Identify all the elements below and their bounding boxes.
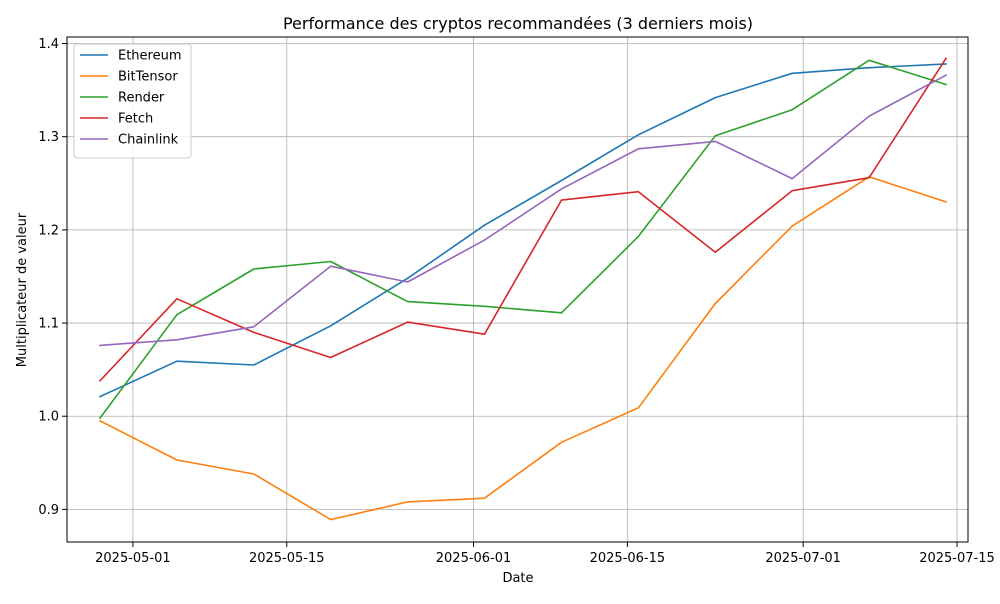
series-lines <box>98 57 948 521</box>
grid <box>67 37 968 542</box>
x-tick-label: 2025-07-01 <box>765 551 841 566</box>
x-tick-label: 2025-06-15 <box>590 551 666 566</box>
y-tick-label: 1.3 <box>38 130 59 145</box>
y-tick-label: 1.2 <box>38 223 59 238</box>
legend-label-fetch: Fetch <box>118 112 153 127</box>
axis-ticks: 2025-05-01 2025-05-15 2025-06-01 2025-06-15… <box>38 37 994 566</box>
legend: Ethereum BitTensor Render Fetch Chainlink <box>73 43 192 159</box>
legend-label-render: Render <box>118 91 165 106</box>
series-line-chainlink <box>99 74 948 347</box>
y-axis-title: Multiplicateur de valeur <box>15 212 30 367</box>
legend-label-chainlink: Chainlink <box>118 133 179 148</box>
series-line-render <box>98 59 948 420</box>
x-tick-label: 2025-05-01 <box>95 551 171 566</box>
series-line-bittensor <box>98 176 948 521</box>
legend-box <box>73 43 192 159</box>
series-line-fetch <box>98 57 948 382</box>
x-tick-label: 2025-06-01 <box>436 551 512 566</box>
y-tick-label: 1.0 <box>38 410 59 425</box>
x-tick-label: 2025-07-15 <box>919 551 995 566</box>
x-tick-label: 2025-05-15 <box>249 551 325 566</box>
y-tick-label: 0.9 <box>38 503 59 518</box>
series-line-ethereum <box>98 63 947 398</box>
chart-title: Performance des cryptos recommandées (3 … <box>283 14 753 33</box>
y-tick-label: 1.4 <box>38 37 59 52</box>
y-tick-label: 1.1 <box>38 317 59 332</box>
legend-label-bittensor: BitTensor <box>118 70 178 85</box>
x-axis-title: Date <box>502 571 533 586</box>
legend-label-ethereum: Ethereum <box>118 49 182 64</box>
plot-frame <box>66 36 969 543</box>
